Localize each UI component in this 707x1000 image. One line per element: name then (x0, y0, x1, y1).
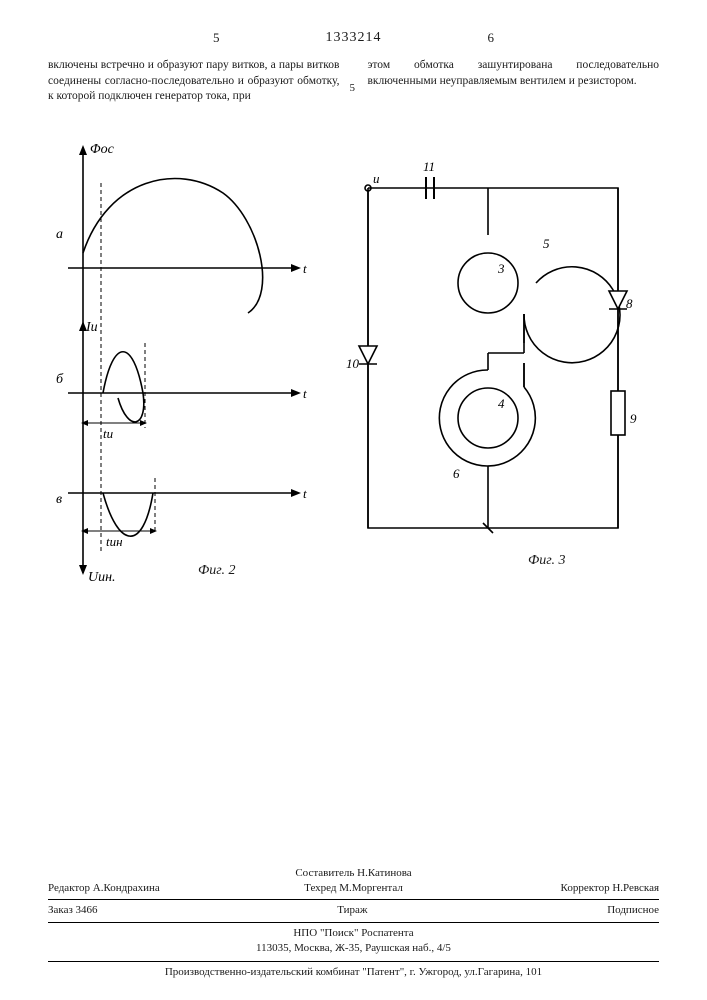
body-col-right: этом обмотка зашунтирована последователь… (368, 58, 660, 105)
row-label-c: в (56, 492, 62, 507)
page-header: 5 1333214 6 (48, 30, 659, 52)
ylabel-Iu: Iи (85, 320, 98, 335)
figure-3: u 11 (338, 133, 638, 593)
footer-org: НПО "Поиск" Роспатента (48, 926, 659, 941)
footer-order: Заказ 3466 (48, 903, 98, 918)
footer-techred: Техред М.Моргентал (252, 881, 456, 896)
footer-editor: Редактор А.Кондрахина (48, 881, 252, 896)
footer-tirazh: Тираж (337, 903, 367, 918)
label-8: 8 (626, 296, 633, 311)
t-axis-1: t (303, 261, 307, 276)
figure-2: Φос t а Iи t б (48, 133, 328, 593)
footer-addr: 113035, Москва, Ж-35, Раушская наб., 4/5 (48, 941, 659, 956)
tun-label: tин (106, 534, 123, 549)
ylabel-phi: Φос (90, 142, 115, 157)
tu-label: tи (103, 426, 114, 441)
label-10: 10 (346, 356, 360, 371)
patent-number: 1333214 (48, 30, 659, 46)
row-label-b: б (56, 372, 64, 387)
label-4: 4 (498, 396, 505, 411)
figure-2-svg: Φос t а Iи t б (48, 133, 328, 593)
page-footer: Составитель Н.Катинова Редактор А.Кондра… (48, 866, 659, 980)
ylabel-Uin: Uин. (88, 570, 116, 585)
footer-subscription: Подписное (607, 903, 659, 918)
label-11: 11 (423, 159, 435, 174)
label-9: 9 (630, 411, 637, 426)
fig2-caption: Фиг. 2 (198, 563, 236, 579)
fig3-caption: Фиг. 3 (528, 553, 566, 569)
footer-composer: Составитель Н.Катинова (48, 866, 659, 881)
body-col-left: включены встречно и образуют пару витков… (48, 58, 340, 105)
line-number-5: 5 (350, 82, 356, 94)
label-u: u (373, 171, 380, 186)
t-axis-2: t (303, 386, 307, 401)
col-num-right: 6 (488, 30, 495, 46)
row-label-a: а (56, 227, 63, 242)
figure-3-svg: u 11 (338, 133, 638, 593)
footer-corrector: Корректор Н.Ревская (455, 881, 659, 896)
t-axis-3: t (303, 486, 307, 501)
label-5: 5 (543, 236, 550, 251)
label-6: 6 (453, 466, 460, 481)
label-3: 3 (497, 261, 505, 276)
footer-printer: Производственно-издательский комбинат "П… (48, 961, 659, 980)
